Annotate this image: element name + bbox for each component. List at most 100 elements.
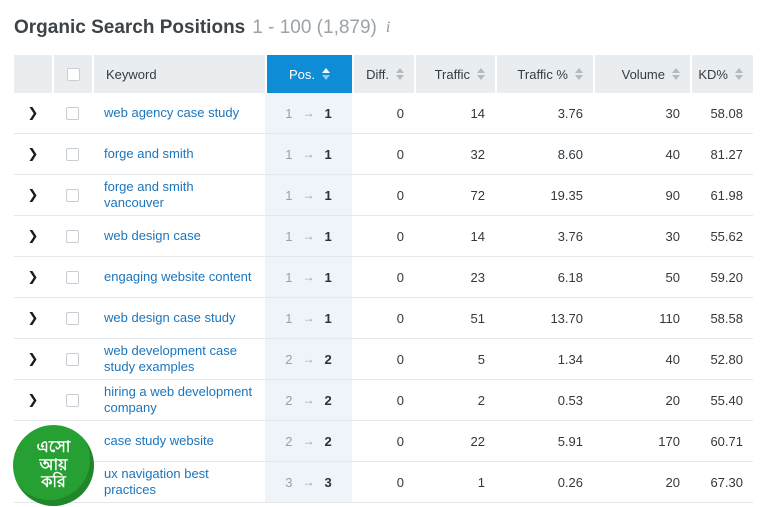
position-arrow-icon: →: [302, 147, 315, 161]
row-checkbox[interactable]: [65, 311, 79, 325]
row-checkbox[interactable]: [65, 393, 79, 407]
expand-cell: ❯: [14, 339, 52, 379]
keyword-link[interactable]: forge and smith vancouver: [104, 179, 194, 210]
row-checkbox[interactable]: [65, 270, 79, 284]
expand-cell: ❯: [14, 298, 52, 338]
position-previous: 1: [285, 310, 293, 326]
volume-value: 90: [665, 187, 680, 203]
position-arrow-icon: →: [302, 270, 315, 284]
kd-value: 55.62: [710, 228, 743, 244]
table-row: ❯ engaging website content 1 → 1 0 23 6.18 50 59.…: [14, 257, 753, 298]
traffic-percent-value: 19.35: [550, 187, 583, 203]
header-keyword-label: Keyword: [106, 66, 157, 82]
header-traffic-percent[interactable]: Traffic %: [495, 55, 593, 93]
volume-value: 40: [665, 146, 680, 162]
header-volume[interactable]: Volume: [593, 55, 690, 93]
logo-line: আয়: [39, 456, 68, 474]
expand-chevron-icon[interactable]: ❯: [27, 392, 39, 407]
table-header-row: Keyword Pos. Diff. Traffic Traffic % Vol…: [14, 55, 753, 93]
traffic-value: 1: [477, 474, 485, 490]
position-cell: 1 → 1: [265, 175, 352, 215]
page-title: Organic Search Positions: [14, 16, 246, 38]
header-position-label: Pos.: [288, 66, 315, 82]
position-cell: 2 → 2: [265, 421, 352, 461]
keyword-link[interactable]: web agency case study: [104, 105, 240, 120]
table-row: ❯ forge and smith 1 → 1 0 32 8.60 40 81.27: [14, 134, 753, 175]
diff-value: 0: [396, 105, 404, 121]
kd-value: 58.58: [710, 310, 743, 326]
keyword-cell: web design case study: [92, 298, 265, 338]
keyword-link[interactable]: hiring a web development company: [104, 384, 253, 415]
position-cell: 1 → 1: [265, 257, 352, 297]
traffic-value: 32: [470, 146, 485, 162]
header-position[interactable]: Pos.: [265, 55, 352, 93]
position-cell: 2 → 2: [265, 339, 352, 379]
table-body: ❯ web agency case study 1 → 1 0 14 3.76 30 58.08 ❯…: [14, 93, 753, 503]
position-current: 2: [324, 392, 332, 408]
checkbox-cell: [52, 216, 92, 256]
position-current: 1: [324, 310, 332, 326]
header-kd[interactable]: KD%: [690, 55, 753, 93]
diff-value: 0: [396, 474, 404, 490]
position-previous: 2: [285, 433, 293, 449]
traffic-percent-value: 5.91: [557, 433, 583, 449]
position-current: 3: [324, 474, 332, 490]
expand-chevron-icon[interactable]: ❯: [27, 351, 39, 366]
position-current: 2: [324, 433, 332, 449]
select-all-checkbox[interactable]: [66, 67, 80, 81]
expand-chevron-icon[interactable]: ❯: [27, 228, 39, 243]
traffic-percent-value: 3.76: [557, 105, 583, 121]
keyword-link[interactable]: web design case: [104, 228, 201, 243]
position-arrow-icon: →: [302, 106, 315, 120]
keyword-link[interactable]: case study website: [104, 433, 214, 448]
position-cell: 1 → 1: [265, 134, 352, 174]
table-row: ❯ web design case 1 → 1 0 14 3.76 30 55.62: [14, 216, 753, 257]
position-current: 1: [324, 105, 332, 121]
header-volume-label: Volume: [621, 66, 665, 82]
sort-icon: [396, 68, 404, 80]
checkbox-cell: [52, 93, 92, 133]
keyword-link[interactable]: ux navigation best practices: [104, 466, 209, 497]
sort-icon: [477, 68, 485, 80]
keyword-cell: case study website: [92, 421, 265, 461]
expand-chevron-icon[interactable]: ❯: [27, 269, 39, 284]
kd-value: 59.20: [710, 269, 743, 285]
expand-chevron-icon[interactable]: ❯: [27, 105, 39, 120]
keyword-link[interactable]: forge and smith: [104, 146, 194, 161]
checkbox-cell: [52, 339, 92, 379]
traffic-value: 23: [470, 269, 485, 285]
kd-value: 67.30: [710, 474, 743, 490]
sort-icon: [672, 68, 680, 80]
position-current: 1: [324, 146, 332, 162]
traffic-value: 22: [470, 433, 485, 449]
position-cell: 2 → 2: [265, 380, 352, 420]
row-checkbox[interactable]: [65, 106, 79, 120]
position-arrow-icon: →: [302, 434, 315, 448]
logo-line: এসো: [36, 438, 71, 456]
keyword-link[interactable]: web development case study examples: [104, 343, 237, 374]
header-traffic[interactable]: Traffic: [414, 55, 495, 93]
row-checkbox[interactable]: [65, 188, 79, 202]
header-checkbox-cell: [52, 55, 92, 93]
row-checkbox[interactable]: [65, 147, 79, 161]
keyword-link[interactable]: web design case study: [104, 310, 236, 325]
position-arrow-icon: →: [302, 188, 315, 202]
volume-value: 40: [665, 351, 680, 367]
expand-chevron-icon[interactable]: ❯: [27, 310, 39, 325]
keyword-link[interactable]: engaging website content: [104, 269, 252, 284]
info-icon[interactable]: i: [385, 18, 391, 36]
traffic-percent-value: 3.76: [557, 228, 583, 244]
row-checkbox[interactable]: [65, 352, 79, 366]
row-checkbox[interactable]: [65, 229, 79, 243]
expand-chevron-icon[interactable]: ❯: [27, 187, 39, 202]
expand-chevron-icon[interactable]: ❯: [27, 146, 39, 161]
volume-value: 20: [665, 392, 680, 408]
expand-cell: ❯: [14, 257, 52, 297]
kd-value: 60.71: [710, 433, 743, 449]
position-current: 1: [324, 187, 332, 203]
keyword-cell: engaging website content: [92, 257, 265, 297]
header-diff[interactable]: Diff.: [352, 55, 414, 93]
header-traffic-label: Traffic: [434, 66, 470, 82]
position-current: 1: [324, 269, 332, 285]
